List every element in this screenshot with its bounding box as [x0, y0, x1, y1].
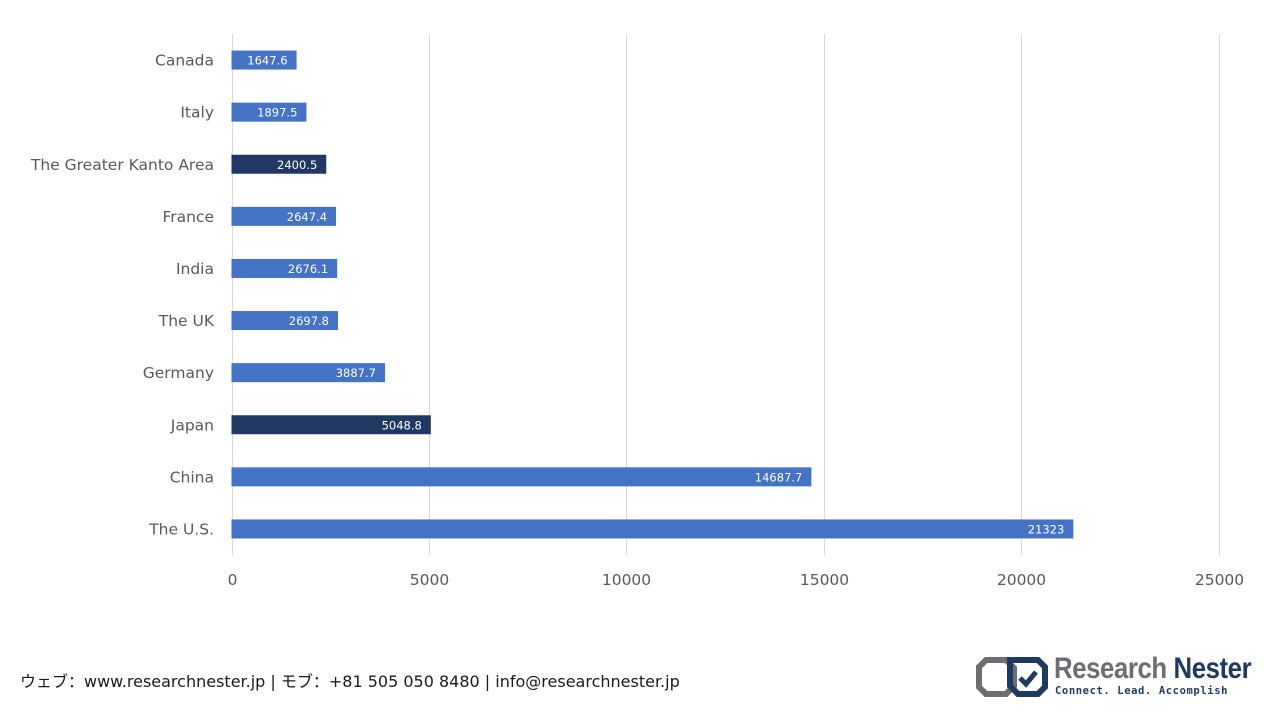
data-label: 1647.6: [247, 54, 287, 68]
category-label: Canada: [155, 52, 214, 70]
bar-france: [231, 206, 337, 226]
bar-india: [231, 258, 338, 278]
bar-japan: [231, 415, 431, 435]
bar-italy: [231, 102, 307, 122]
x-tick-label: 10000: [602, 571, 651, 589]
bar-germany: [231, 363, 385, 383]
contact-text: ウェブ：www.researchnester.jp | モブ：+81 505 0…: [20, 672, 680, 691]
bar-canada: [231, 50, 297, 70]
bar-the-greater-kanto-area: [231, 154, 327, 174]
category-labels: Canada Italy The Greater Kanto Area France I…: [30, 52, 215, 539]
category-label: Italy: [180, 104, 214, 122]
bar-china: [231, 467, 812, 487]
data-label: 1897.5: [257, 106, 297, 120]
bar-chart: 1647.6 1897.5 2400.5 2647.4 2676.1 2697.8 3887…: [30, 34, 1245, 589]
contact-footer: ウェブ：www.researchnester.jp | モブ：+81 505 0…: [20, 668, 680, 692]
logo-tagline: Connect. Lead. Accomplish: [1055, 685, 1229, 697]
category-label: France: [162, 208, 214, 226]
x-tick-label: 0: [228, 571, 238, 589]
data-label: 2676.1: [288, 262, 328, 276]
logo-word-nester: Nester: [1173, 652, 1252, 685]
x-tick-label: 5000: [410, 571, 449, 589]
x-tick-label: 20000: [997, 571, 1046, 589]
bars: 1647.6 1897.5 2400.5 2647.4 2676.1 2697.8 3887…: [231, 50, 1074, 539]
x-tick-label: 15000: [800, 571, 849, 589]
data-label: 3887.7: [336, 366, 376, 380]
logo-mark-icon: [976, 657, 1048, 697]
data-label: 5048.8: [382, 418, 422, 432]
data-label: 2400.5: [277, 158, 317, 172]
category-label: Germany: [143, 364, 214, 382]
category-label: India: [176, 260, 214, 278]
bar-the-u-s-: [231, 519, 1074, 539]
logo-word-research: Research: [1054, 652, 1167, 685]
category-label: The UK: [158, 312, 215, 330]
data-label: 21323: [1028, 522, 1065, 536]
x-axis-tick-labels: 0 5000 10000 15000 20000 25000: [228, 571, 1245, 589]
data-label: 14687.7: [755, 470, 803, 484]
bar-the-uk: [231, 311, 339, 331]
research-nester-logo: Research Nester Connect. Lead. Accomplis…: [976, 652, 1266, 702]
category-label: Japan: [170, 416, 214, 434]
data-label: 2647.4: [287, 210, 327, 224]
category-label: China: [170, 468, 214, 486]
logo-wordmark: Research Nester: [1054, 652, 1252, 686]
category-label: The Greater Kanto Area: [30, 156, 214, 174]
x-tick-label: 25000: [1195, 571, 1244, 589]
data-label: 2697.8: [289, 314, 329, 328]
category-label: The U.S.: [148, 520, 214, 538]
